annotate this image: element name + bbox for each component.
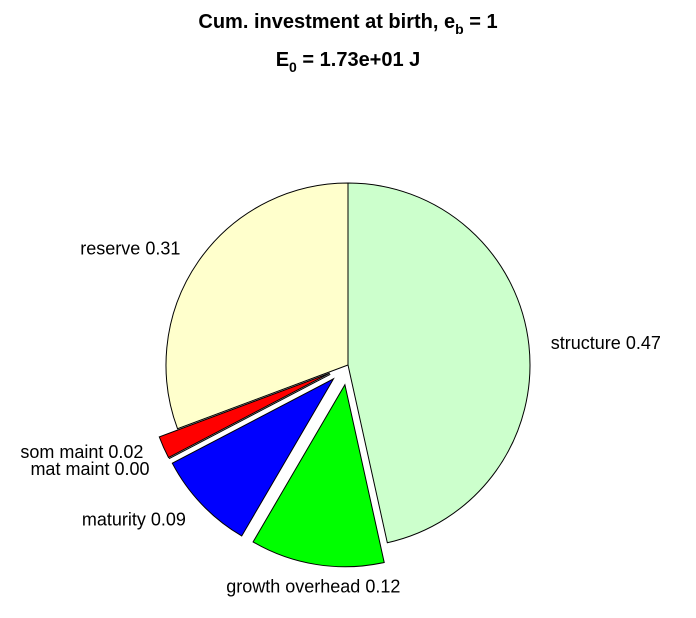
slice-value: 0.12: [365, 576, 400, 596]
slice-label: maturity 0.09: [82, 510, 186, 530]
slice-value: 0.00: [114, 459, 149, 479]
slice-category: structure: [551, 333, 621, 353]
title-part: = 1: [464, 11, 498, 33]
pie-slice: [158, 372, 330, 459]
slice-category: som maint: [20, 442, 103, 462]
slice-value: 0.09: [151, 510, 186, 530]
slice-value: 0.02: [108, 442, 143, 462]
slice-value: 0.31: [145, 239, 180, 259]
slice-category: mat maint: [30, 459, 109, 479]
pie-slice: [252, 383, 385, 568]
pie-slice: [165, 182, 349, 430]
pie-slice: [168, 373, 331, 460]
title-part: Cum. investment at birth, e: [198, 11, 455, 33]
slice-label: som maint 0.02: [20, 442, 143, 462]
slice-label: reserve 0.31: [80, 239, 180, 259]
slice-value: 0.47: [626, 333, 661, 353]
pie-slice: [171, 377, 335, 537]
slice-category: maturity: [82, 510, 146, 530]
slice-category: reserve: [80, 239, 140, 259]
subtitle-subscript: 0: [289, 59, 297, 75]
chart-subtitle: E0 = 1.73e+01 J: [276, 49, 421, 75]
slice-category: growth overhead: [226, 576, 360, 596]
subtitle-part: = 1.73e+01 J: [297, 49, 420, 71]
slice-label: growth overhead 0.12: [226, 576, 400, 596]
title-subscript: b: [455, 21, 464, 37]
pie-slice: [347, 182, 531, 544]
slice-label: mat maint 0.00: [30, 459, 149, 479]
slice-label: structure 0.47: [551, 333, 661, 353]
chart-title: Cum. investment at birth, eb = 1: [198, 11, 497, 37]
subtitle-part: E: [276, 49, 289, 71]
